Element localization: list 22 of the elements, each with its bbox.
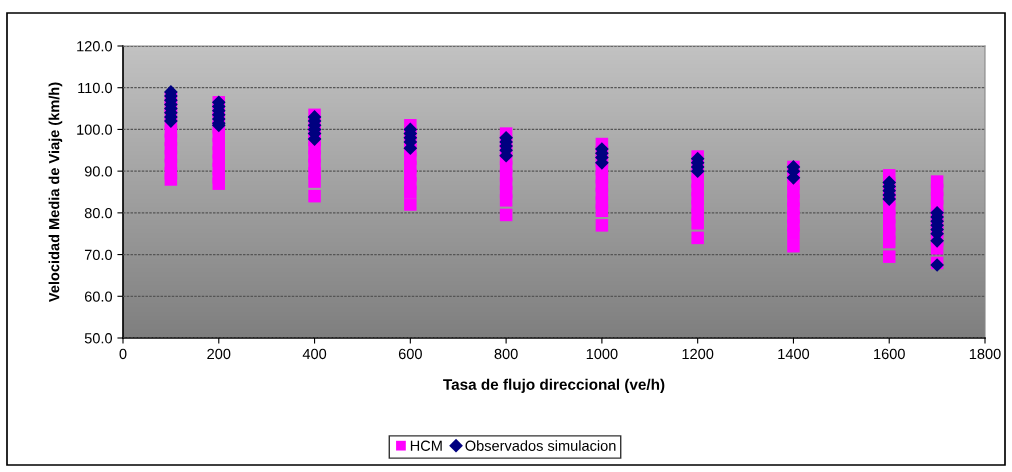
x-tick-label: 1000 <box>586 348 618 360</box>
y-axis-title: Velocidad Media de Viaje (km/h) <box>48 82 63 302</box>
y-tick-label: 70.0 <box>84 249 113 260</box>
x-axis-title: Tasa de flujo direccional (ve/h) <box>443 378 665 393</box>
y-tick-label: 60.0 <box>84 291 113 302</box>
x-tick-label: 200 <box>207 348 231 360</box>
x-tick-label: 0 <box>119 348 127 360</box>
y-tick-label: 100.0 <box>77 124 113 135</box>
y-tick-label: 120.0 <box>77 41 113 52</box>
x-tick-label: 800 <box>494 348 518 360</box>
legend-label: Observados simulacion <box>465 440 616 451</box>
y-tick-label: 50.0 <box>84 333 113 344</box>
x-tick-label: 1800 <box>969 348 1001 360</box>
y-tick-label: 110.0 <box>78 82 113 94</box>
x-tick-label: 1600 <box>874 348 905 360</box>
x-tick-label: 400 <box>302 348 327 360</box>
y-tick-label: 80.0 <box>84 207 113 219</box>
x-tick-label: 1200 <box>682 348 714 360</box>
y-tick-label: 90.0 <box>84 166 113 177</box>
x-tick-label: 600 <box>398 348 422 360</box>
legend-label: HCM <box>410 440 442 451</box>
x-tick-label: 1400 <box>778 348 810 360</box>
